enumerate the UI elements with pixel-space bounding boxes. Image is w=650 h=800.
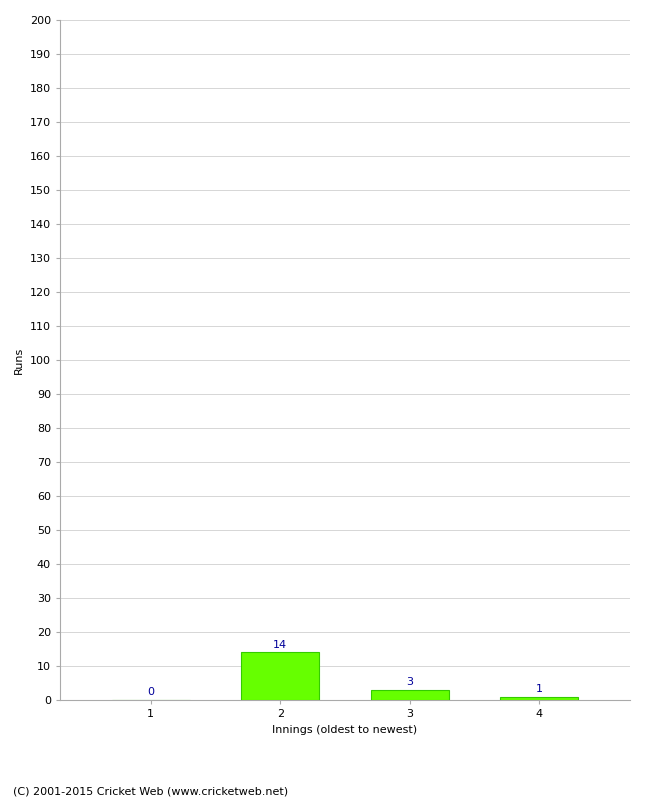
Text: (C) 2001-2015 Cricket Web (www.cricketweb.net): (C) 2001-2015 Cricket Web (www.cricketwe… [13,786,288,796]
Y-axis label: Runs: Runs [14,346,24,374]
Text: 3: 3 [406,677,413,687]
Bar [500,697,578,700]
X-axis label: Innings (oldest to newest): Innings (oldest to newest) [272,725,417,734]
Text: 0: 0 [147,687,154,698]
Text: 1: 1 [536,684,543,694]
Text: 14: 14 [273,640,287,650]
Bar [241,653,319,700]
Bar [371,690,448,700]
